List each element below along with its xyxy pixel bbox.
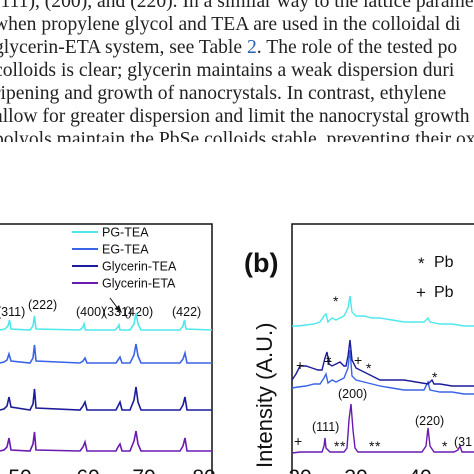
panel-a-frame [0,223,213,474]
panel-b-legend-label-1: Pb [434,254,454,271]
panel-a-tick-label-80: 80 [192,466,215,474]
panel-b-spectrum-eg-tea [291,349,474,395]
panel-b-star-marker-4: * [432,369,438,385]
paragraph-line-6: allow for greater dispersion and limit t… [0,106,470,127]
peak-label-420: (420) [124,305,153,319]
panel-b-plus-marker-3: + [354,352,362,368]
panel-b-spectrum-glycerin-tea [291,339,474,387]
panel-b-ylabel: Intensity (A.U.) [252,323,277,468]
peak-label-331: (331) [103,305,132,319]
panel-b-star-marker-5: * [334,438,340,454]
paragraph-line-1: (111), (200), and (220). In a similar wa… [0,0,474,12]
peak-label-311: (311) [0,305,25,319]
panel-a-tick-label-50: 50 [8,466,31,474]
paragraph-line-5: ripening and growth of nanocrystals. In … [0,83,447,104]
peak-331-arrowhead [115,305,122,313]
panel-b-star-marker-6: * [340,438,346,454]
panel-b-peak-label-220: (220) [415,414,444,428]
panel-b-plus-marker-1: + [296,357,304,373]
paragraph-line-3-start: glycerin-ETA system, see Table [0,37,247,58]
paragraph-text: (111), (200), and (220). In a similar wa… [0,0,474,142]
panel-b-legend-label-2: Pb [434,284,454,301]
panel-b-star-marker-7: * [369,438,375,454]
panel-b-star-marker-3: * [366,360,372,376]
legend-label-pg-tea: PG-TEA [102,226,149,240]
peak-label-222: (222) [28,298,57,312]
panel-b-plus-marker-2: + [324,353,332,369]
spectrum-glycerin-eta [0,430,212,452]
panel-b: (b) Intensity (A.U.) * Pb + Pb * + + * +… [244,223,474,474]
peak-label-422: (422) [172,305,201,319]
spectrum-pg-tea [0,312,213,331]
spectrum-eg-tea [0,343,212,364]
panel-b-tick-label-30: 30 [344,466,367,474]
paragraph-line-7: polyols maintain the PbSe colloids stabl… [0,129,474,142]
spectrum-glycerin-tea [0,386,212,411]
panel-b-legend-marker-star: * [418,254,425,273]
legend-label-glycerin-tea: Glycerin-TEA [102,260,177,274]
panel-b-star-marker-9: * [442,438,448,454]
panel-b-plus-marker-4: + [294,433,302,449]
panel-b-tick-label-20: 20 [288,466,311,474]
panel-a: PG-TEA EG-TEA Glycerin-TEA Glycerin-ETA … [0,223,216,474]
panel-b-star-marker-8: * [375,438,381,454]
panel-a-legend: PG-TEA EG-TEA Glycerin-TEA Glycerin-ETA [72,226,177,291]
panel-a-tick-label-70: 70 [132,466,155,474]
panel-b-legend-marker-plus: + [416,283,426,302]
panel-b-spectrum-glycerin-eta [291,403,474,454]
panel-b-frame [291,223,474,474]
panel-b-tick-label-40: 40 [408,466,431,474]
panel-b-peak-label-200: (200) [338,387,367,401]
panel-b-spectrum-pg-tea [292,295,474,327]
panel-b-peak-label-111: (111) [312,420,339,434]
panel-b-star-marker-1: * [333,293,339,309]
paragraph-line-3-end: . The role of the tested po [256,37,458,58]
paragraph-line-2: when propylene glycol and TEA are used i… [0,14,461,35]
panel-b-label: (b) [244,248,278,278]
panel-a-tick-label-60: 60 [76,466,99,474]
paragraph-line-4: colloids is clear; glycerin maintains a … [0,60,455,81]
table-reference-link[interactable]: 2 [246,37,257,58]
panel-b-peak-label-31: (31 [454,435,472,449]
panel-b-star-marker-2: * [326,353,332,369]
legend-label-glycerin-eta: Glycerin-ETA [102,277,176,291]
peak-label-400: (400) [76,305,105,319]
legend-label-eg-tea: EG-TEA [102,243,149,257]
paragraph-line-3: glycerin-ETA system, see Table 2. The ro… [0,37,457,59]
